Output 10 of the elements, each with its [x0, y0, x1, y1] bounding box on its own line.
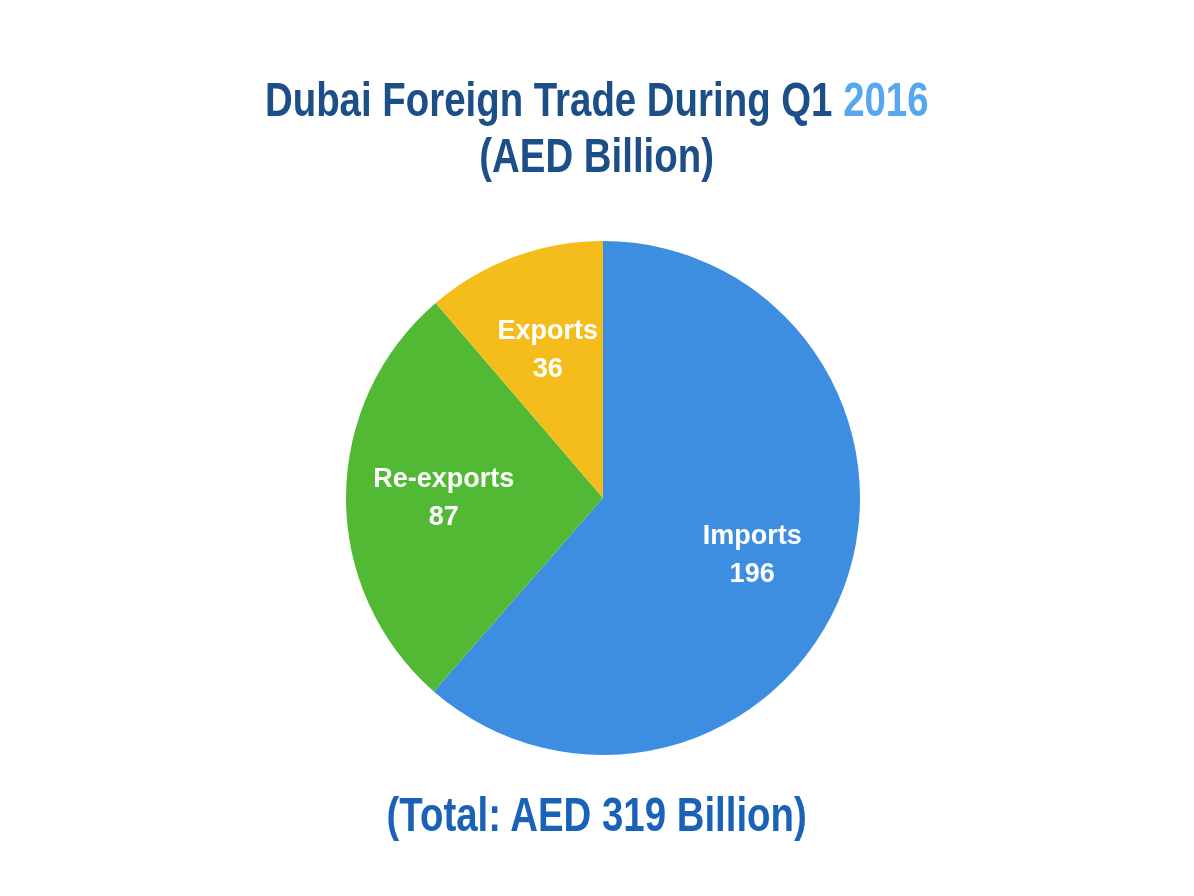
data-label: 196 [729, 558, 775, 589]
data-label: 87 [428, 501, 459, 532]
data-label: 36 [532, 352, 563, 383]
slice-label: Imports [702, 520, 802, 551]
slice-label: Re-exports [373, 463, 515, 494]
chart-title: Dubai Foreign Trade During Q1 2016 [265, 73, 929, 126]
slice-label: Exports [497, 314, 598, 345]
pie-slice [346, 302, 603, 692]
text: (Total: AED 319 Billion) [386, 788, 808, 841]
chart-subtitle: (AED Billion) [479, 129, 715, 182]
